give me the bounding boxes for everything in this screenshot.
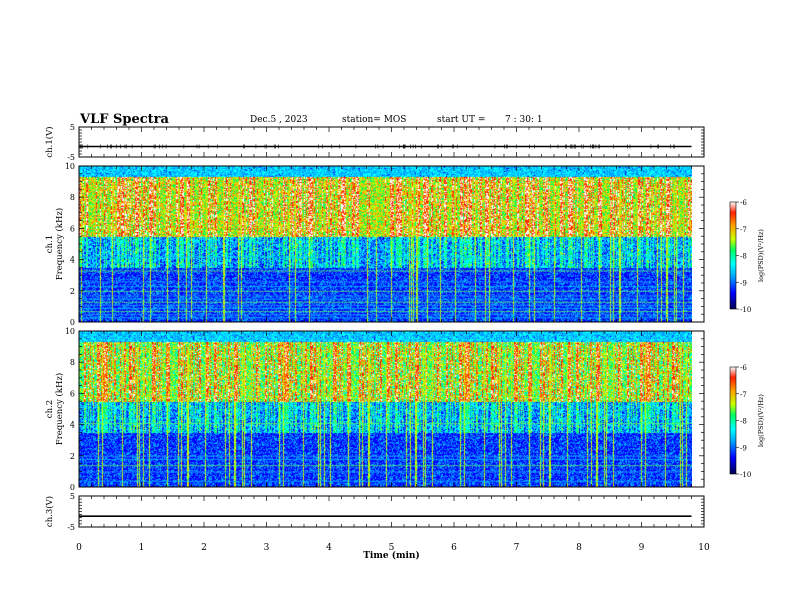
y-tick-label: -5 [67,523,75,532]
x-axis-title: Time (min) [363,550,420,561]
y-tick-label: 4 [70,256,75,265]
x-tick-label: 1 [139,543,145,553]
y-tick-label: 5 [70,492,75,501]
y-axis-title: ch.1(V) [44,126,55,157]
x-tick-label: 5 [389,543,395,553]
x-tick-label: 6 [451,543,457,553]
colorbar-tick-label: -8 [740,418,747,426]
colorbar-tick-label: -10 [740,471,751,479]
y-tick-label: 4 [70,421,75,430]
colorbar [729,201,737,310]
y-tick-label: 6 [70,224,75,233]
x-tick-label: 0 [76,543,82,553]
start-ut-value: 7 : 30: 1 [505,115,543,125]
colorbar-tick-label: -7 [740,226,747,234]
y-axis-title: Frequency (kHz) [54,208,65,280]
y-tick-label: 0 [70,318,75,327]
colorbar-label: log(PSD)(V²/Hz) [757,229,765,282]
y-tick-label: 10 [65,162,75,171]
y-axis-title: ch.3(V) [44,496,55,527]
x-tick-label: 2 [201,543,207,553]
y-axis-title: ch.2 [45,400,55,418]
start-ut-label: start UT = [437,115,486,125]
y-tick-label: 0 [70,483,75,492]
colorbar-tick-label: -6 [740,199,747,207]
colorbar-tick-label: -9 [740,444,747,452]
chart-title: VLF Spectra [80,112,169,127]
x-tick-label: 9 [639,543,645,553]
x-tick-label: 8 [576,543,582,553]
y-tick-label: 8 [70,193,75,202]
station-label: station= MOS [342,115,407,125]
colorbar-tick-label: -7 [740,391,747,399]
y-tick-label: 8 [70,358,75,367]
date-label: Dec.5 , 2023 [250,115,308,125]
colorbar-label: log(PSD)(V²/Hz) [757,394,765,447]
x-tick-label: 7 [514,543,520,553]
colorbar-tick-label: -9 [740,279,747,287]
y-tick-label: 6 [70,389,75,398]
y-tick-label: -5 [67,153,75,162]
y-tick-label: 10 [65,327,75,336]
y-tick-label: 2 [70,287,75,296]
spectrogram-image [79,331,692,487]
y-axis-title: Frequency (kHz) [54,373,65,445]
x-tick-label: 4 [326,543,332,553]
spectrogram-image [79,166,692,322]
x-tick-label: 10 [698,543,710,553]
colorbar [729,366,737,475]
y-tick-label: 5 [70,123,75,132]
y-axis-title: ch.1 [45,235,55,253]
x-tick-label: 3 [264,543,270,553]
y-tick-label: 2 [70,452,75,461]
colorbar-tick-label: -6 [740,364,747,372]
colorbar-tick-label: -8 [740,253,747,261]
colorbar-tick-label: -10 [740,306,751,314]
